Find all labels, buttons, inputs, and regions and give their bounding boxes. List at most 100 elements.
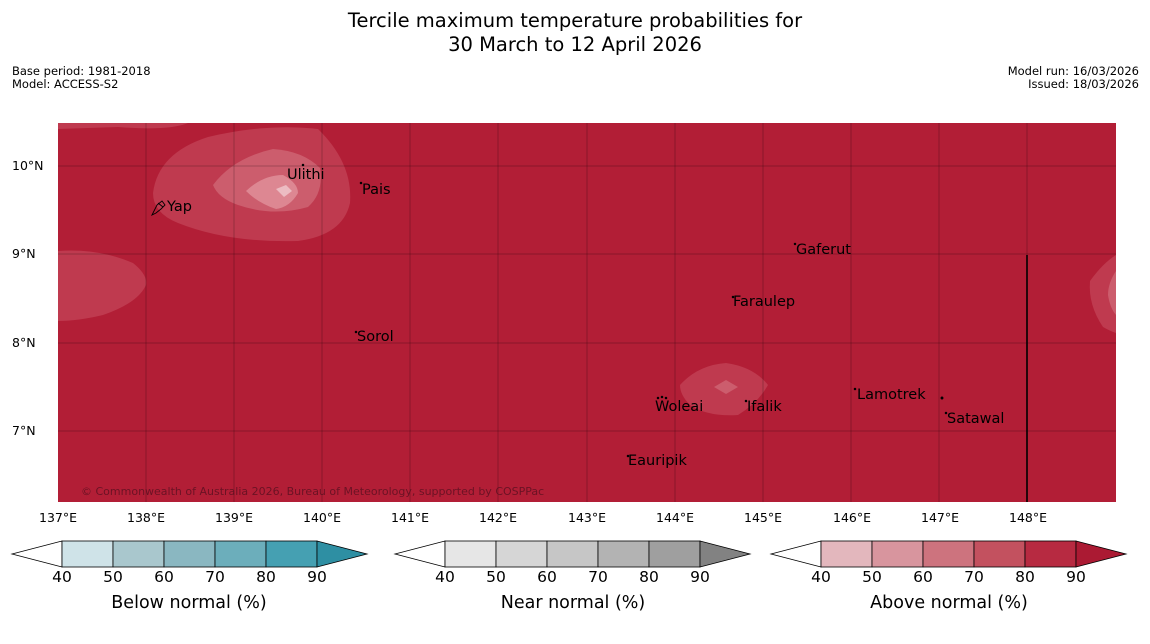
lamotrek-mark	[853, 387, 857, 391]
lat-label-9n: 9°N	[12, 246, 36, 261]
near-seg-50-60	[495, 540, 548, 568]
below-tick-70: 70	[205, 568, 225, 586]
satawal-mark	[944, 411, 948, 415]
above-seg-70-80	[973, 540, 1026, 568]
issued-date: Issued: 18/03/2026	[1028, 77, 1139, 91]
graticule	[58, 123, 1116, 502]
above-seg-60-70	[922, 540, 975, 568]
below-seg-60-70	[163, 540, 216, 568]
below-seg-over	[316, 540, 369, 568]
near-tick-40: 40	[435, 568, 455, 586]
below-seg-40-50	[61, 540, 114, 568]
model-name: Model: ACCESS-S2	[12, 77, 119, 91]
below-seg-under	[10, 540, 63, 568]
lamotrek-east-mark	[940, 396, 944, 400]
near-seg-40-50	[444, 540, 497, 568]
lon-label-148e: 148°E	[1008, 510, 1048, 525]
chart-title: Tercile maximum temperature probabilitie…	[0, 9, 1150, 57]
near-tick-60: 60	[537, 568, 557, 586]
place-faraulep: Faraulep	[733, 294, 796, 310]
above-tick-90: 90	[1066, 568, 1086, 586]
lon-label-143e: 143°E	[567, 510, 607, 525]
near-seg-60-70	[546, 540, 599, 568]
woleai-mark-3	[664, 396, 668, 400]
lon-label-140e: 140°E	[302, 510, 342, 525]
base-period: Base period: 1981-2018	[12, 64, 151, 78]
place-ifalik: Ifalik	[747, 399, 782, 415]
below-seg-80-90	[265, 540, 318, 568]
place-lamotrek: Lamotrek	[857, 387, 926, 403]
colorbar-above-normal	[769, 540, 1128, 568]
sorol-mark	[354, 330, 358, 334]
above-seg-40-50	[820, 540, 873, 568]
above-seg-over	[1075, 540, 1128, 568]
title-line-1: Tercile maximum temperature probabilitie…	[347, 9, 803, 32]
lon-label-141e: 141°E	[390, 510, 430, 525]
contour-east-edge-inner	[1108, 271, 1116, 315]
meta-left: Base period: 1981-2018 Model: ACCESS-S2	[12, 65, 151, 91]
below-tick-90: 90	[307, 568, 327, 586]
title-line-2: 30 March to 12 April 2026	[448, 33, 702, 56]
woleai-mark-1	[656, 396, 660, 400]
lat-label-10n: 10°N	[12, 158, 44, 173]
lon-label-137e: 137°E	[38, 510, 78, 525]
place-eauripik: Eauripik	[628, 453, 687, 469]
yap-island-shape	[150, 200, 166, 217]
above-tick-70: 70	[964, 568, 984, 586]
lon-label-138e: 138°E	[126, 510, 166, 525]
lon-label-147e: 147°E	[920, 510, 960, 525]
above-seg-under	[769, 540, 822, 568]
ifalik-mark	[744, 399, 748, 403]
above-tick-60: 60	[913, 568, 933, 586]
near-tick-80: 80	[639, 568, 659, 586]
near-tick-90: 90	[690, 568, 710, 586]
colorbar-title-below: Below normal (%)	[111, 593, 267, 613]
near-seg-80-90	[648, 540, 701, 568]
below-tick-60: 60	[154, 568, 174, 586]
lon-label-145e: 145°E	[743, 510, 783, 525]
probability-map	[58, 123, 1116, 502]
gaferut-mark	[793, 242, 797, 246]
model-run: Model run: 16/03/2026	[1007, 64, 1139, 78]
below-seg-70-80	[214, 540, 267, 568]
below-seg-50-60	[112, 540, 165, 568]
colorbar-near-normal	[393, 540, 752, 568]
place-satawal: Satawal	[947, 411, 1005, 427]
yap-island-detail	[157, 202, 164, 208]
place-pais: Pais	[362, 182, 391, 198]
contour-ulithi-core	[276, 185, 292, 197]
lon-label-142e: 142°E	[478, 510, 518, 525]
near-seg-under	[393, 540, 446, 568]
ulithi-mark	[301, 163, 305, 167]
below-tick-80: 80	[256, 568, 276, 586]
faraulep-mark	[731, 295, 735, 299]
near-tick-70: 70	[588, 568, 608, 586]
place-sorol: Sorol	[357, 329, 394, 345]
contour-woleai-inner	[714, 380, 738, 394]
lat-label-8n: 8°N	[12, 335, 36, 350]
above-seg-50-60	[871, 540, 924, 568]
eauripik-mark	[626, 454, 630, 458]
contour-ulithi-inner	[246, 175, 298, 209]
near-seg-70-80	[597, 540, 650, 568]
place-gaferut: Gaferut	[796, 242, 851, 258]
lon-label-146e: 146°E	[832, 510, 872, 525]
below-tick-50: 50	[103, 568, 123, 586]
contour-top-left-band	[58, 123, 188, 129]
near-tick-50: 50	[486, 568, 506, 586]
lat-label-7n: 7°N	[12, 423, 36, 438]
above-seg-80-90	[1024, 540, 1077, 568]
pais-mark	[359, 181, 363, 185]
meta-right: Model run: 16/03/2026 Issued: 18/03/2026	[1008, 65, 1139, 91]
above-tick-50: 50	[862, 568, 882, 586]
place-yap: Yap	[167, 199, 192, 215]
lon-label-139e: 139°E	[214, 510, 254, 525]
island-marks	[150, 163, 948, 458]
place-ulithi: Ulithi	[287, 167, 325, 183]
below-tick-40: 40	[52, 568, 72, 586]
colorbar-below-normal	[10, 540, 369, 568]
copyright-notice: © Commonwealth of Australia 2026, Bureau…	[81, 485, 545, 498]
contour-west-edge	[58, 250, 147, 321]
near-seg-over	[699, 540, 752, 568]
above-tick-40: 40	[811, 568, 831, 586]
